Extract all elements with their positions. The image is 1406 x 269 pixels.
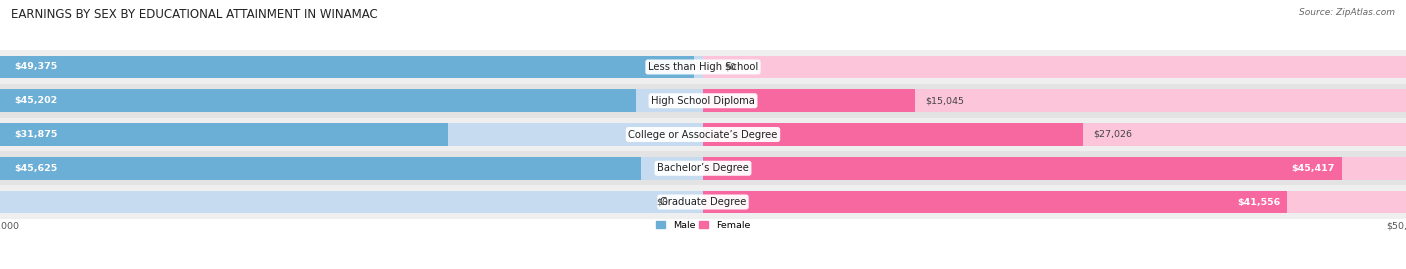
- Text: $0: $0: [655, 197, 668, 207]
- Bar: [0, 185, 1406, 219]
- Bar: [0, 55, 695, 79]
- Bar: [0, 151, 1406, 185]
- Text: High School Diploma: High School Diploma: [651, 96, 755, 106]
- Bar: [703, 190, 1406, 214]
- Text: $27,026: $27,026: [1094, 130, 1132, 139]
- Bar: [0, 84, 1406, 118]
- Bar: [0, 190, 703, 214]
- Bar: [0, 89, 636, 112]
- Text: $31,875: $31,875: [14, 130, 58, 139]
- Bar: [0, 89, 703, 112]
- Bar: [703, 190, 1288, 214]
- Bar: [0, 118, 1406, 151]
- Text: Bachelor’s Degree: Bachelor’s Degree: [657, 163, 749, 173]
- Text: $45,625: $45,625: [14, 164, 58, 173]
- Bar: [703, 89, 1406, 112]
- Text: Source: ZipAtlas.com: Source: ZipAtlas.com: [1299, 8, 1395, 17]
- Text: Graduate Degree: Graduate Degree: [659, 197, 747, 207]
- Bar: [703, 89, 914, 112]
- Text: $45,202: $45,202: [14, 96, 58, 105]
- Text: Less than High School: Less than High School: [648, 62, 758, 72]
- Bar: [703, 123, 1406, 146]
- Text: $15,045: $15,045: [925, 96, 965, 105]
- Bar: [0, 157, 641, 180]
- Bar: [703, 55, 1406, 79]
- Bar: [703, 123, 1083, 146]
- Text: $45,417: $45,417: [1291, 164, 1334, 173]
- Bar: [0, 157, 703, 180]
- Bar: [0, 123, 703, 146]
- Text: $41,556: $41,556: [1237, 197, 1281, 207]
- Legend: Male, Female: Male, Female: [655, 221, 751, 230]
- Text: College or Associate’s Degree: College or Associate’s Degree: [628, 129, 778, 140]
- Text: $49,375: $49,375: [14, 62, 58, 72]
- Bar: [703, 157, 1406, 180]
- Text: EARNINGS BY SEX BY EDUCATIONAL ATTAINMENT IN WINAMAC: EARNINGS BY SEX BY EDUCATIONAL ATTAINMEN…: [11, 8, 378, 21]
- Bar: [0, 55, 703, 79]
- Bar: [0, 123, 449, 146]
- Text: $0: $0: [724, 62, 737, 72]
- Bar: [0, 50, 1406, 84]
- Bar: [703, 157, 1341, 180]
